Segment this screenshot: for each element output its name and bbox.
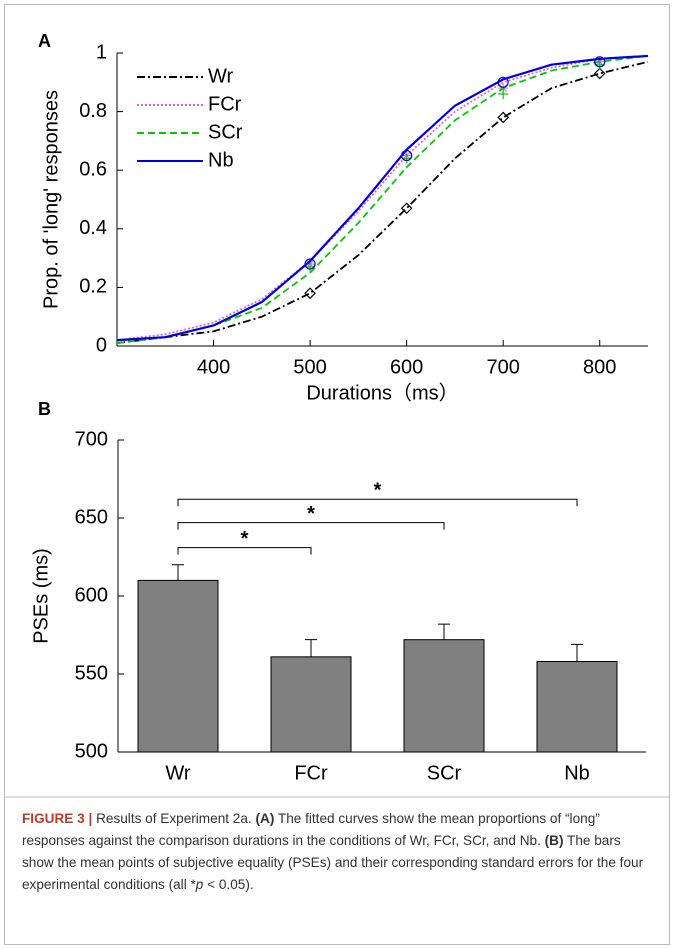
legend-label: SCr (208, 121, 243, 143)
marker (304, 258, 316, 270)
bar (536, 661, 618, 753)
legend-label: Wr (208, 65, 234, 87)
x-tick-label: FCr (294, 762, 328, 784)
y-tick-label: 700 (75, 428, 108, 450)
caption-text: < 0.05). (207, 877, 254, 892)
legend-label: Nb (208, 149, 234, 171)
marker (498, 89, 509, 100)
y-tick-label: 500 (75, 740, 108, 762)
y-tick-label: 1 (96, 41, 107, 63)
x-axis-label: Durations（ms） (306, 381, 458, 404)
error-bar (305, 639, 317, 657)
y-tick-label: 0.4 (79, 217, 107, 239)
figure-border (4, 4, 670, 945)
x-tick-label: Nb (564, 762, 590, 784)
x-tick-label: 400 (197, 356, 230, 378)
y-axis-label: Prop. of 'long' responses (40, 90, 62, 309)
significance-bracket (177, 547, 312, 555)
bar (270, 656, 352, 753)
y-axis-label: PSEs (ms) (30, 548, 52, 644)
y-tick-label: 0.6 (79, 158, 107, 180)
bar (137, 579, 219, 753)
marker (593, 67, 606, 80)
legend-label: FCr (208, 93, 242, 115)
panel-label: A (38, 31, 51, 51)
significance-bracket (177, 498, 578, 507)
x-tick-label: Wr (165, 762, 191, 784)
caption-text: The fitted curves show the mean proporti… (22, 811, 600, 848)
significance-bracket (177, 522, 445, 530)
marker (497, 111, 510, 124)
curve (116, 55, 649, 344)
marker (497, 76, 509, 88)
bar (403, 639, 485, 753)
x-tick-label: SCr (427, 762, 462, 784)
y-tick-label: 650 (75, 506, 108, 528)
marker (304, 287, 316, 300)
y-tick-label: 0 (96, 334, 107, 356)
caption-italic: p (195, 877, 204, 892)
curve (116, 60, 649, 344)
error-bar (571, 643, 583, 662)
significance-label: * (241, 528, 249, 550)
caption-text: The bars show the mean points of subject… (22, 833, 644, 892)
caption-panel-ref: (B) (544, 833, 564, 848)
marker (594, 56, 606, 68)
x-tick-label: 500 (293, 356, 326, 378)
curve (116, 54, 649, 342)
significance-label: * (374, 480, 382, 502)
caption-panel-ref: (A) (255, 811, 275, 826)
caption-label: FIGURE 3 | (22, 811, 93, 826)
error-bar (172, 564, 184, 581)
y-tick-label: 0.8 (79, 100, 107, 122)
caption-text: Results of Experiment 2a. (96, 811, 252, 826)
marker (400, 202, 413, 215)
curve (116, 55, 649, 342)
x-tick-label: 800 (583, 356, 616, 378)
marker (401, 149, 413, 162)
caption: FIGURE 3 | Results of Experiment 2a. (A)… (22, 808, 654, 896)
panel-label: B (38, 399, 51, 419)
x-tick-label: 700 (486, 356, 519, 378)
y-tick-label: 0.2 (79, 276, 107, 298)
x-tick-label: 600 (390, 356, 423, 378)
significance-label: * (307, 503, 315, 525)
error-bar (438, 623, 450, 640)
y-tick-label: 550 (75, 662, 108, 684)
y-tick-label: 600 (75, 584, 108, 606)
